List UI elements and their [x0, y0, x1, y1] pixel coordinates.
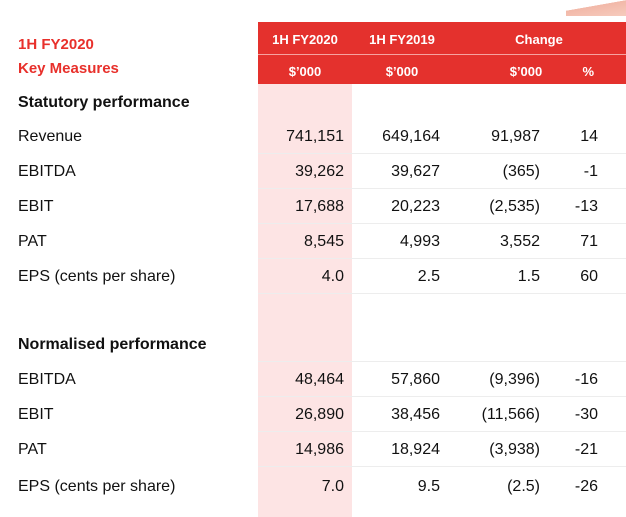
- row-label: EBIT: [18, 198, 54, 215]
- value-change-pct: -1: [583, 163, 598, 180]
- value-change: 1.5: [517, 268, 540, 285]
- row-label: PAT: [18, 233, 47, 250]
- corner-decoration: [566, 0, 626, 16]
- table-row: PAT 14,986 18,924 (3,938) -21: [0, 433, 626, 467]
- row-label: EBITDA: [18, 163, 76, 180]
- table-row: EBIT 26,890 38,456 (11,566) -30: [0, 398, 626, 432]
- header-1h-fy2020-unit: $’000: [288, 64, 322, 79]
- header-1h-fy2020-label: 1H FY2020: [272, 32, 338, 47]
- current-period-column-highlight: [258, 84, 352, 517]
- value-1h-fy2020: 8,545: [303, 233, 344, 250]
- row-divider: [258, 223, 626, 224]
- table-row: EPS (cents per share) 7.0 9.5 (2.5) -26: [0, 470, 626, 504]
- row-label: EPS (cents per share): [18, 478, 176, 495]
- value-change: 3,552: [499, 233, 540, 250]
- value-1h-fy2020: 48,464: [295, 371, 344, 388]
- header-1h-fy2019: 1H FY2019 $’000: [352, 22, 452, 84]
- value-1h-fy2019: 57,860: [391, 371, 440, 388]
- header-change-label: Change: [515, 32, 563, 47]
- row-label: PAT: [18, 441, 47, 458]
- table-title-period: 1H FY2020: [18, 36, 94, 53]
- row-label: EPS (cents per share): [18, 268, 176, 285]
- value-1h-fy2020: 39,262: [295, 163, 344, 180]
- value-change-pct: -21: [574, 441, 598, 458]
- value-change-pct: -30: [574, 406, 598, 423]
- value-1h-fy2019: 649,164: [382, 128, 440, 145]
- row-divider: [258, 293, 626, 294]
- value-change-pct: -26: [574, 478, 598, 495]
- value-1h-fy2020: 14,986: [295, 441, 344, 458]
- value-1h-fy2019: 20,223: [391, 198, 440, 215]
- row-label: Revenue: [18, 128, 83, 145]
- header-change: Change $’000 %: [452, 22, 626, 84]
- table-row: EBITDA 48,464 57,860 (9,396) -16: [0, 363, 626, 397]
- header-change-unit: $’000: [509, 64, 543, 79]
- value-1h-fy2020: 7.0: [321, 478, 344, 495]
- value-change-pct: 60: [580, 268, 598, 285]
- table-row: EBIT 17,688 20,223 (2,535) -13: [0, 190, 626, 224]
- value-change: (2,535): [489, 198, 540, 215]
- header-divider: [258, 54, 626, 55]
- value-1h-fy2019: 9.5: [417, 478, 440, 495]
- row-divider: [258, 396, 626, 397]
- section-heading: Statutory performance: [18, 94, 190, 111]
- table-row: EPS (cents per share) 4.0 2.5 1.5 60: [0, 260, 626, 294]
- value-1h-fy2020: 4.0: [321, 268, 344, 285]
- header-1h-fy2020: 1H FY2020 $’000: [258, 22, 352, 84]
- value-change: (2.5): [507, 478, 540, 495]
- value-1h-fy2020: 26,890: [295, 406, 344, 423]
- table-row: EBITDA 39,262 39,627 (365) -1: [0, 155, 626, 189]
- table-row: PAT 8,545 4,993 3,552 71: [0, 225, 626, 259]
- row-divider: [258, 431, 626, 432]
- value-1h-fy2019: 39,627: [391, 163, 440, 180]
- value-1h-fy2020: 17,688: [295, 198, 344, 215]
- value-change-pct: 14: [580, 128, 598, 145]
- value-change-pct: -13: [574, 198, 598, 215]
- value-1h-fy2020: 741,151: [286, 128, 344, 145]
- value-1h-fy2019: 38,456: [391, 406, 440, 423]
- header-1h-fy2019-label: 1H FY2019: [369, 32, 435, 47]
- section-heading: Normalised performance: [18, 336, 207, 353]
- table-title-measures: Key Measures: [18, 60, 119, 77]
- row-label: EBIT: [18, 406, 54, 423]
- value-1h-fy2019: 4,993: [399, 233, 440, 250]
- row-divider: [258, 188, 626, 189]
- value-change: (3,938): [489, 441, 540, 458]
- value-1h-fy2019: 18,924: [391, 441, 440, 458]
- value-change: (365): [502, 163, 540, 180]
- value-change: (9,396): [489, 371, 540, 388]
- header-1h-fy2019-unit: $’000: [385, 64, 419, 79]
- section-heading-row: Normalised performance: [0, 328, 626, 362]
- value-change: (11,566): [481, 406, 540, 423]
- row-label: EBITDA: [18, 371, 76, 388]
- value-change-pct: 71: [580, 233, 598, 250]
- row-divider: [258, 258, 626, 259]
- value-change: 91,987: [491, 128, 540, 145]
- row-divider: [258, 361, 626, 362]
- value-change-pct: -16: [574, 371, 598, 388]
- row-divider: [258, 153, 626, 154]
- row-divider: [258, 466, 626, 467]
- section-heading-row: Statutory performance: [0, 86, 626, 120]
- value-1h-fy2019: 2.5: [417, 268, 440, 285]
- table-row: Revenue 741,151 649,164 91,987 14: [0, 120, 626, 154]
- header-change-pct: %: [582, 64, 594, 79]
